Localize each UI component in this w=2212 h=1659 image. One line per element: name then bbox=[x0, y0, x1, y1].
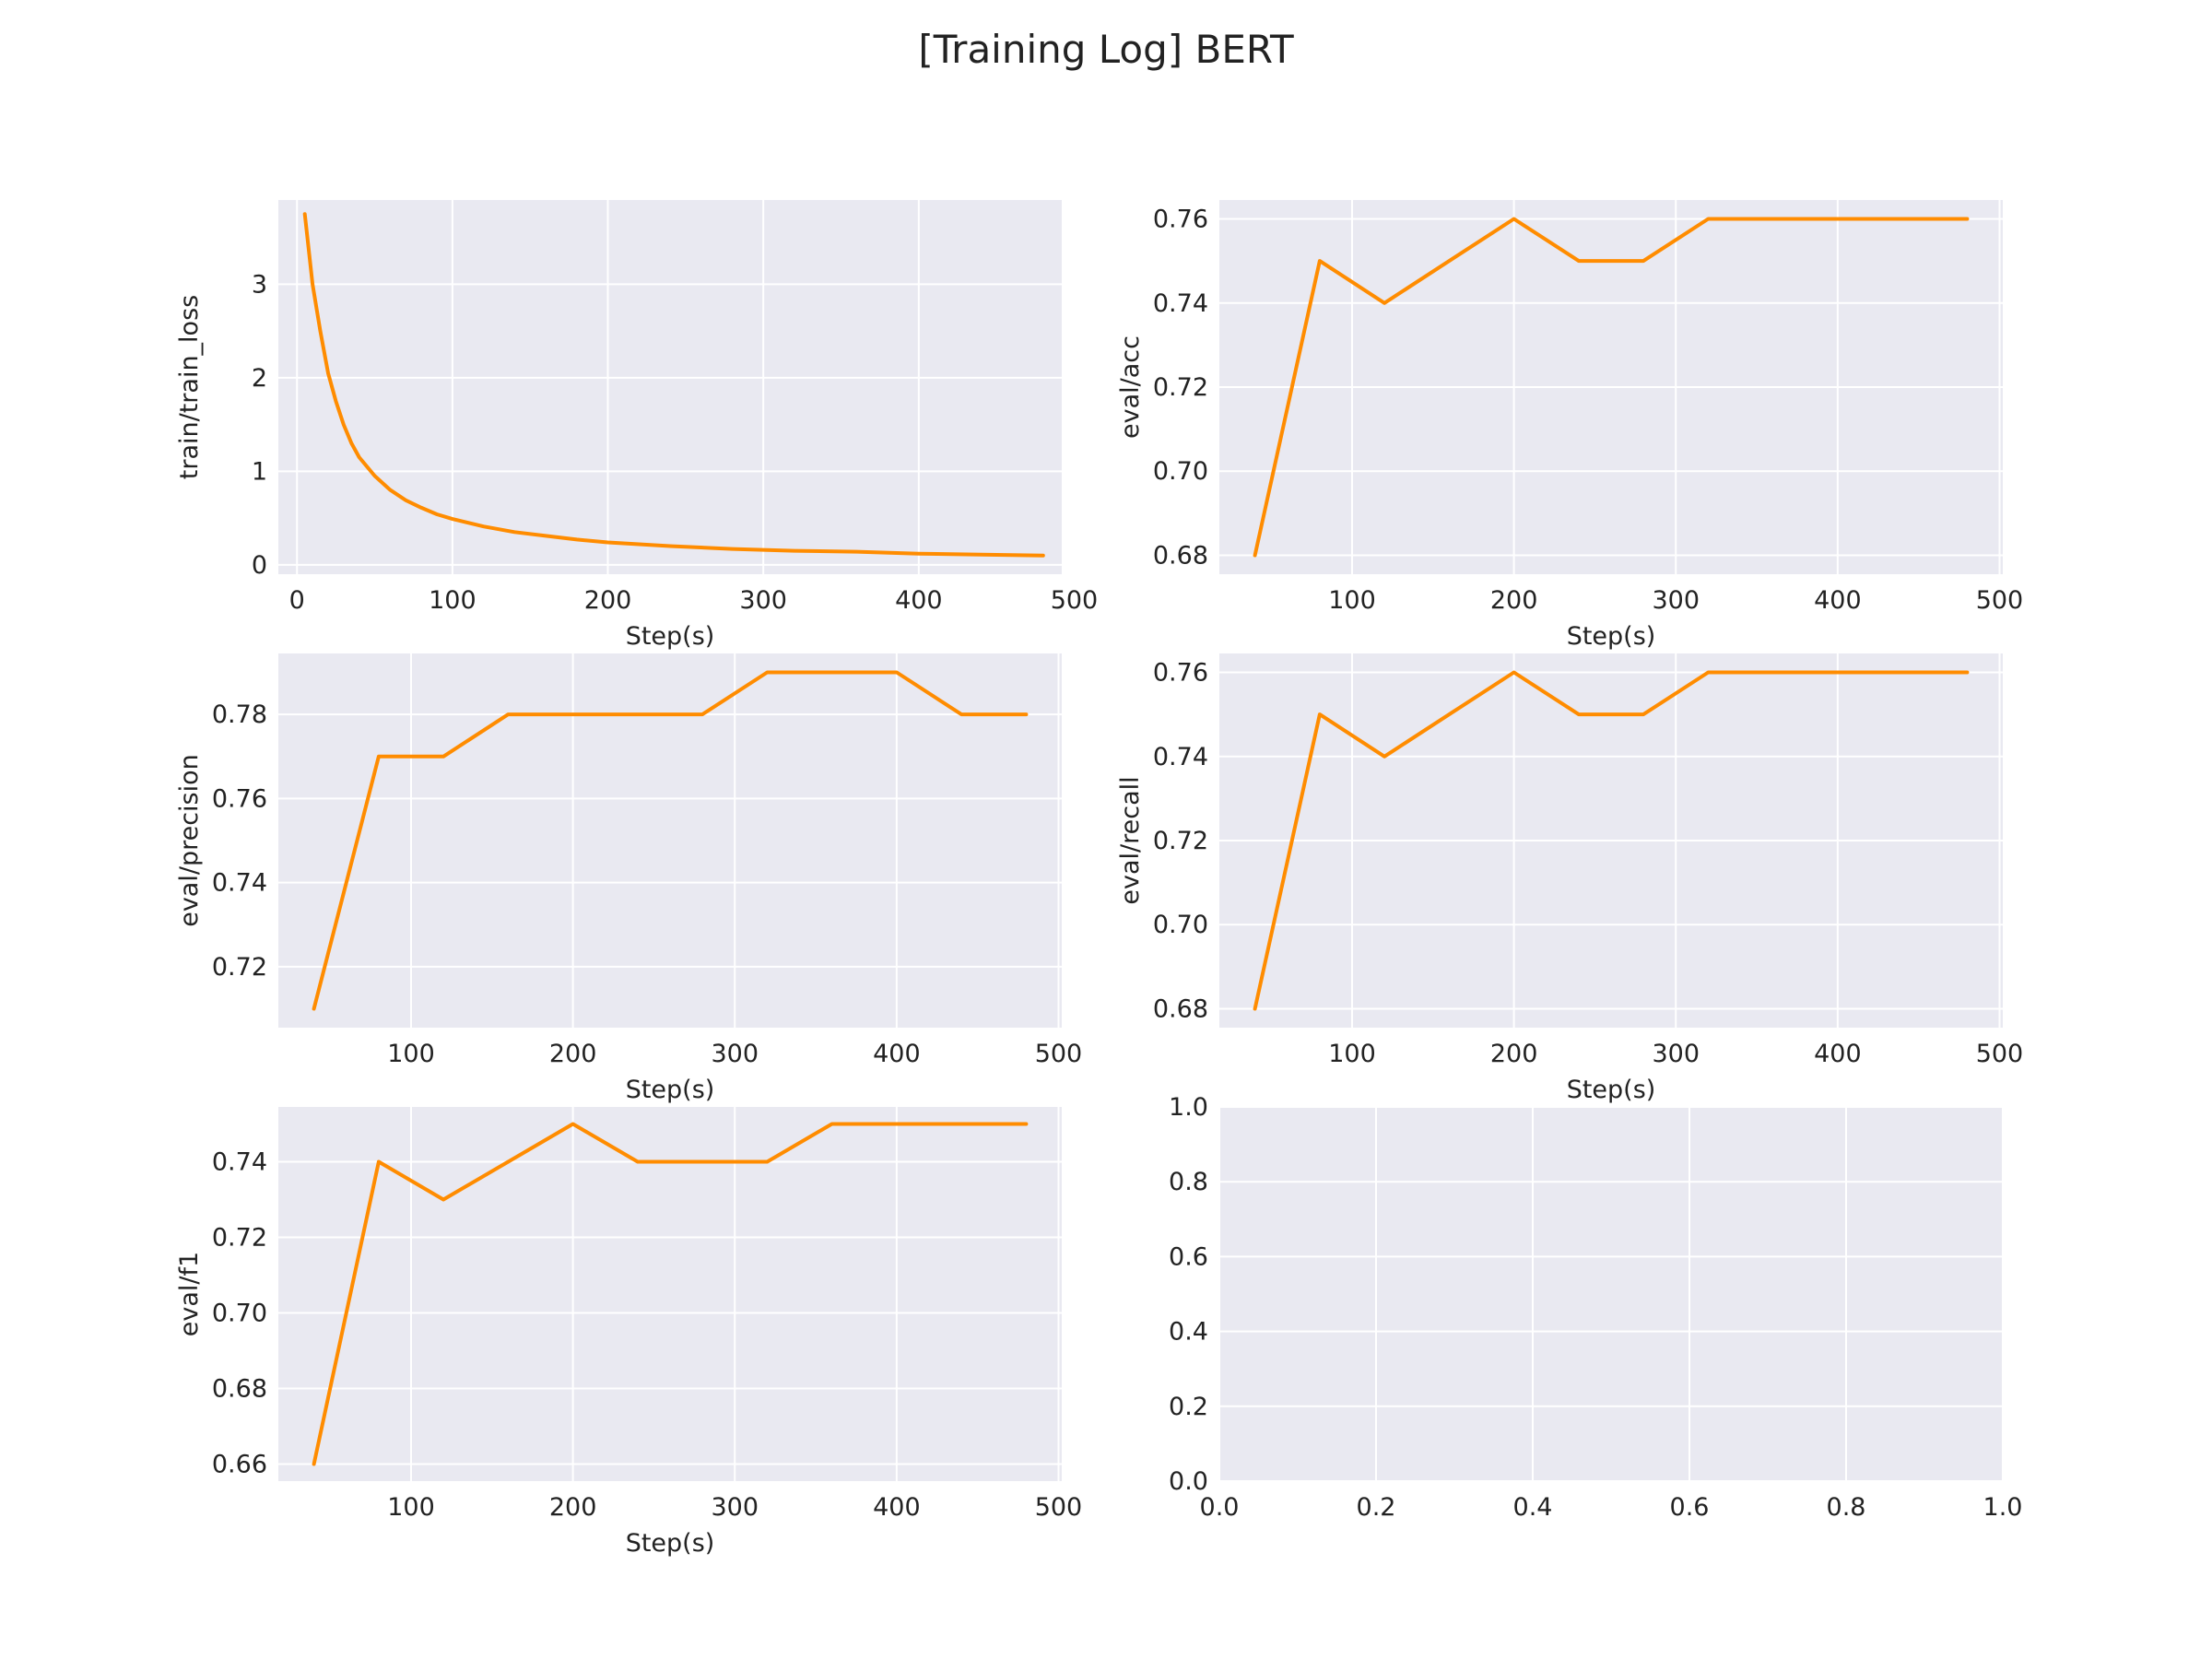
y-axis-label: eval/recall bbox=[1116, 776, 1145, 904]
y-tick-label: 3 bbox=[252, 270, 267, 299]
subplot-1: 0 100 200 300 400 500 0 1 2 3 Step(s) train/train_l… bbox=[175, 200, 1098, 651]
y-tick-label: 2 bbox=[252, 364, 267, 393]
x-axis-label: Step(s) bbox=[626, 1076, 715, 1104]
x-tick-label: 100 bbox=[1328, 1040, 1376, 1068]
x-tick-label: 300 bbox=[739, 586, 787, 615]
x-tick-label: 100 bbox=[387, 1493, 435, 1522]
y-axis-label: train/train_loss bbox=[175, 295, 204, 479]
figure-title: [Training Log] BERT bbox=[918, 27, 1294, 72]
x-tick-label: 1.0 bbox=[1983, 1493, 2023, 1522]
y-tick-label: 0.70 bbox=[212, 1300, 267, 1328]
plot-area bbox=[278, 1107, 1062, 1481]
series-line bbox=[302, 212, 1045, 558]
x-tick-label: 100 bbox=[429, 586, 477, 615]
y-tick-label: 0.74 bbox=[212, 869, 267, 898]
subplot-2: 100 200 300 400 500 0.68 0.70 0.72 0.74 0.76 Step(… bbox=[1116, 200, 2023, 651]
subplot-4: 100 200 300 400 500 0.68 0.70 0.72 0.74 0.76 Step(… bbox=[1116, 653, 2023, 1104]
y-tick-label: 0.68 bbox=[212, 1375, 267, 1404]
series-line bbox=[312, 1122, 1029, 1466]
y-tick-label: 0.8 bbox=[1169, 1168, 1208, 1196]
y-tick-label: 0.76 bbox=[1153, 206, 1208, 234]
x-axis-label: Step(s) bbox=[626, 622, 715, 651]
x-tick-label: 300 bbox=[1652, 1040, 1700, 1068]
x-tick-label: 500 bbox=[1051, 586, 1099, 615]
y-tick-label: 0.72 bbox=[1153, 827, 1208, 855]
x-tick-label: 400 bbox=[895, 586, 943, 615]
x-tick-label: 300 bbox=[711, 1040, 759, 1068]
y-axis-label: eval/acc bbox=[1116, 335, 1145, 439]
x-tick-label: 200 bbox=[1490, 586, 1538, 615]
y-tick-label: 0.70 bbox=[1153, 911, 1208, 939]
x-tick-label: 500 bbox=[1976, 1040, 2024, 1068]
x-tick-label: 500 bbox=[1035, 1493, 1083, 1522]
x-tick-label: 300 bbox=[1652, 586, 1700, 615]
x-tick-label: 400 bbox=[873, 1493, 921, 1522]
y-tick-label: 0.74 bbox=[1153, 289, 1208, 318]
series-line bbox=[1253, 217, 1970, 558]
x-tick-label: 500 bbox=[1976, 586, 2024, 615]
y-tick-label: 0.76 bbox=[212, 784, 267, 813]
y-tick-label: 0.0 bbox=[1169, 1467, 1208, 1496]
series-line bbox=[1253, 670, 1970, 1011]
y-tick-label: 0.66 bbox=[212, 1451, 267, 1479]
subplot-grid: 0 100 200 300 400 500 0 1 2 3 Step(s) train/train_l… bbox=[175, 200, 2023, 1558]
subplot-3: 100 200 300 400 500 0.72 0.74 0.76 0.78 Step(s) ev… bbox=[175, 653, 1082, 1104]
series-line bbox=[312, 670, 1029, 1011]
y-axis-label: eval/precision bbox=[175, 754, 204, 927]
x-tick-label: 100 bbox=[387, 1040, 435, 1068]
x-tick-label: 500 bbox=[1035, 1040, 1083, 1068]
y-tick-label: 0.78 bbox=[212, 700, 267, 729]
plot-area bbox=[1219, 1107, 2003, 1481]
x-tick-label: 0.6 bbox=[1670, 1493, 1710, 1522]
x-axis-label: Step(s) bbox=[1567, 622, 1656, 651]
subplot-6: 0.0 0.2 0.4 0.6 0.8 1.0 0.0 0.2 0.4 0.6 0.8 1.0 bbox=[1169, 1093, 2022, 1522]
y-tick-label: 0.2 bbox=[1169, 1393, 1208, 1421]
y-tick-label: 0.68 bbox=[1153, 541, 1208, 570]
y-tick-label: 0.76 bbox=[1153, 659, 1208, 688]
x-tick-label: 200 bbox=[584, 586, 632, 615]
x-tick-label: 400 bbox=[873, 1040, 921, 1068]
y-tick-label: 0.68 bbox=[1153, 994, 1208, 1023]
y-axis-label: eval/f1 bbox=[175, 1252, 204, 1336]
subplot-5: 100 200 300 400 500 0.66 0.68 0.70 0.72 0.74 Step(… bbox=[175, 1107, 1082, 1558]
x-axis-label: Step(s) bbox=[626, 1529, 715, 1558]
x-tick-label: 200 bbox=[1490, 1040, 1538, 1068]
x-tick-label: 0.4 bbox=[1513, 1493, 1553, 1522]
x-tick-label: 100 bbox=[1328, 586, 1376, 615]
y-tick-label: 0.70 bbox=[1153, 457, 1208, 486]
y-tick-label: 0.74 bbox=[1153, 743, 1208, 771]
y-tick-label: 0.6 bbox=[1169, 1242, 1208, 1271]
x-tick-label: 0 bbox=[289, 586, 305, 615]
y-tick-label: 0.72 bbox=[1153, 373, 1208, 402]
x-tick-label: 0.2 bbox=[1357, 1493, 1396, 1522]
y-tick-label: 1 bbox=[252, 457, 267, 486]
y-tick-label: 0.72 bbox=[212, 1223, 267, 1252]
y-tick-label: 0.4 bbox=[1169, 1318, 1208, 1347]
x-tick-label: 200 bbox=[549, 1493, 597, 1522]
x-tick-label: 400 bbox=[1814, 1040, 1862, 1068]
y-tick-label: 1.0 bbox=[1169, 1093, 1208, 1122]
x-tick-label: 300 bbox=[711, 1493, 759, 1522]
x-tick-label: 200 bbox=[549, 1040, 597, 1068]
x-axis-label: Step(s) bbox=[1567, 1076, 1656, 1104]
x-tick-label: 400 bbox=[1814, 586, 1862, 615]
x-tick-label: 0.0 bbox=[1200, 1493, 1240, 1522]
y-tick-label: 0 bbox=[252, 551, 267, 580]
y-tick-label: 0.74 bbox=[212, 1147, 267, 1176]
y-tick-label: 0.72 bbox=[212, 953, 267, 982]
x-tick-label: 0.8 bbox=[1827, 1493, 1866, 1522]
plot-area bbox=[278, 653, 1062, 1028]
plot-area bbox=[278, 200, 1062, 574]
